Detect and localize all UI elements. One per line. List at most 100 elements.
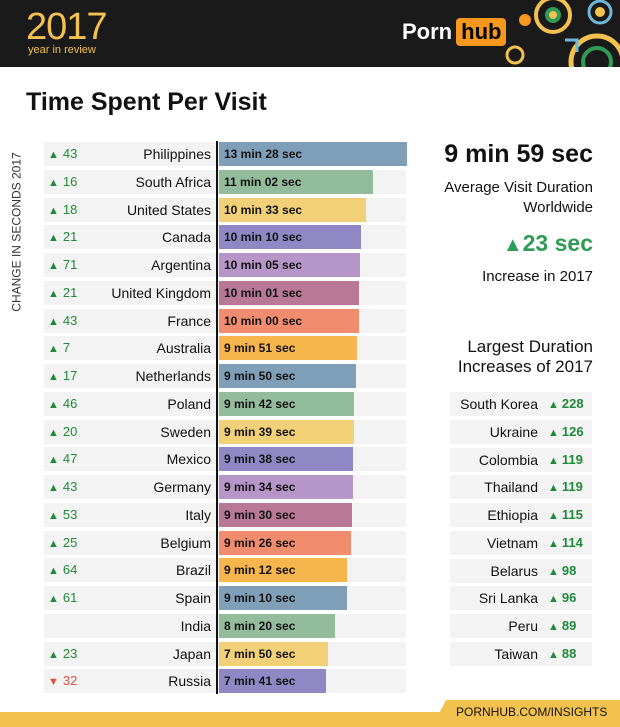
list-item-change: ▲ 228	[548, 396, 584, 411]
year-subtitle: year in review	[28, 44, 96, 56]
bar-value-label: 9 min 50 sec	[224, 369, 296, 383]
country-label: Sweden	[160, 424, 211, 440]
list-item-country: Sri Lanka	[478, 590, 538, 606]
up-arrow-icon: ▲	[548, 455, 559, 467]
bar	[219, 309, 359, 333]
footer: PORNHUB.COM/INSIGHTS	[0, 700, 620, 727]
bar	[219, 364, 357, 388]
country-label: Belgium	[160, 535, 211, 551]
bar	[219, 531, 351, 555]
change-value: ▲ 47	[48, 451, 78, 466]
country-label: South Africa	[135, 174, 212, 190]
bar	[219, 503, 352, 527]
bar-value-label: 9 min 38 sec	[224, 452, 296, 466]
brand-logo: Porn hub	[402, 17, 507, 47]
bar-value-label: 10 min 00 sec	[224, 314, 303, 328]
list-item-change: ▲ 126	[548, 424, 584, 439]
logo-left-text: Porn	[402, 19, 453, 44]
up-arrow-icon: ▲	[548, 510, 559, 522]
bar	[219, 392, 355, 416]
list-item	[450, 642, 592, 666]
down-arrow-icon: ▼	[48, 676, 59, 688]
bar-value-label: 9 min 39 sec	[224, 425, 296, 439]
up-arrow-icon: ▲	[548, 566, 559, 578]
change-value: ▲ 43	[48, 146, 78, 161]
up-arrow-icon: ▲	[48, 427, 59, 439]
country-label: United States	[126, 202, 211, 218]
bar-value-label: 10 min 05 sec	[224, 258, 303, 272]
page-title: Time Spent Per Visit	[26, 88, 267, 116]
bar	[219, 642, 329, 666]
average-duration-value: 9 min 59 sec	[444, 140, 593, 168]
list-item	[450, 586, 592, 610]
change-value: ▲ 71	[48, 257, 78, 272]
list-item-change: ▲ 96	[548, 590, 577, 605]
bar	[219, 475, 353, 499]
decorative-circles-icon	[505, 0, 620, 67]
country-label: Canada	[161, 229, 211, 245]
change-value: ▲ 64	[48, 562, 78, 577]
bar	[219, 336, 357, 360]
country-label: Russia	[168, 673, 211, 689]
list-item-country: South Korea	[460, 396, 538, 412]
list-item	[450, 614, 592, 638]
country-label: Mexico	[166, 451, 211, 467]
logo-right-text: hub	[456, 18, 507, 46]
bar-value-label: 10 min 10 sec	[224, 230, 303, 244]
list-item-change: ▲ 89	[548, 618, 577, 633]
list-item	[450, 448, 592, 472]
average-duration-label: Average Visit Duration Worldwide	[444, 179, 593, 216]
change-value: ▲ 43	[48, 313, 78, 328]
bar-value-label: 10 min 01 sec	[224, 286, 303, 300]
up-arrow-icon: ▲	[48, 454, 59, 466]
bar-value-label: 13 min 28 sec	[224, 147, 303, 161]
up-arrow-icon: ▲	[48, 510, 59, 522]
country-label: Australia	[156, 340, 211, 356]
list-item	[450, 531, 592, 555]
bar-value-label: 8 min 20 sec	[224, 619, 296, 633]
change-value: ▲ 53	[48, 507, 78, 522]
bar-value-label: 7 min 50 sec	[224, 647, 296, 661]
up-arrow-icon: ▲	[48, 343, 59, 355]
bar	[219, 225, 361, 249]
bar-value-label: 7 min 41 sec	[224, 674, 296, 688]
country-label: Philippines	[143, 146, 211, 162]
bar	[219, 586, 347, 610]
change-value: ▲ 25	[48, 535, 78, 550]
up-arrow-icon: ▲	[548, 482, 559, 494]
list-item-country: Belarus	[490, 563, 538, 579]
change-value: ▲ 21	[48, 285, 78, 300]
bar-value-label: 9 min 10 sec	[224, 591, 296, 605]
country-label: United Kingdom	[111, 285, 211, 301]
up-arrow-icon: ▲	[48, 149, 59, 161]
increase-up-arrow-icon: ▲	[502, 234, 523, 256]
up-arrow-icon: ▲	[48, 538, 59, 550]
up-arrow-icon: ▲	[48, 371, 59, 383]
country-label: Argentina	[151, 257, 211, 273]
bar	[219, 281, 359, 305]
increase-value: ▲23 sec	[502, 230, 593, 256]
bar-value-label: 11 min 02 sec	[224, 175, 302, 189]
bar-value-label: 9 min 30 sec	[224, 508, 296, 522]
change-value: ▲ 61	[48, 590, 78, 605]
up-arrow-icon: ▲	[48, 316, 59, 328]
up-arrow-icon: ▲	[48, 593, 59, 605]
bar	[219, 142, 407, 166]
change-value: ▲ 20	[48, 424, 78, 439]
country-label: France	[167, 313, 211, 329]
up-arrow-icon: ▲	[48, 232, 59, 244]
chart-axis-line	[216, 141, 218, 694]
list-item-country: Ethiopia	[487, 507, 538, 523]
bar	[219, 253, 360, 277]
change-value: ▲ 17	[48, 368, 78, 383]
list-item	[450, 559, 592, 583]
up-arrow-icon: ▲	[548, 427, 559, 439]
list-item-change: ▲ 119	[548, 479, 583, 494]
country-label: Japan	[172, 646, 211, 662]
up-arrow-icon: ▲	[548, 593, 559, 605]
up-arrow-icon: ▲	[548, 538, 559, 550]
change-value: ▲ 46	[48, 396, 78, 411]
up-arrow-icon: ▲	[48, 177, 59, 189]
change-value: ▼ 32	[48, 673, 78, 688]
list-item-country: Taiwan	[494, 646, 538, 662]
